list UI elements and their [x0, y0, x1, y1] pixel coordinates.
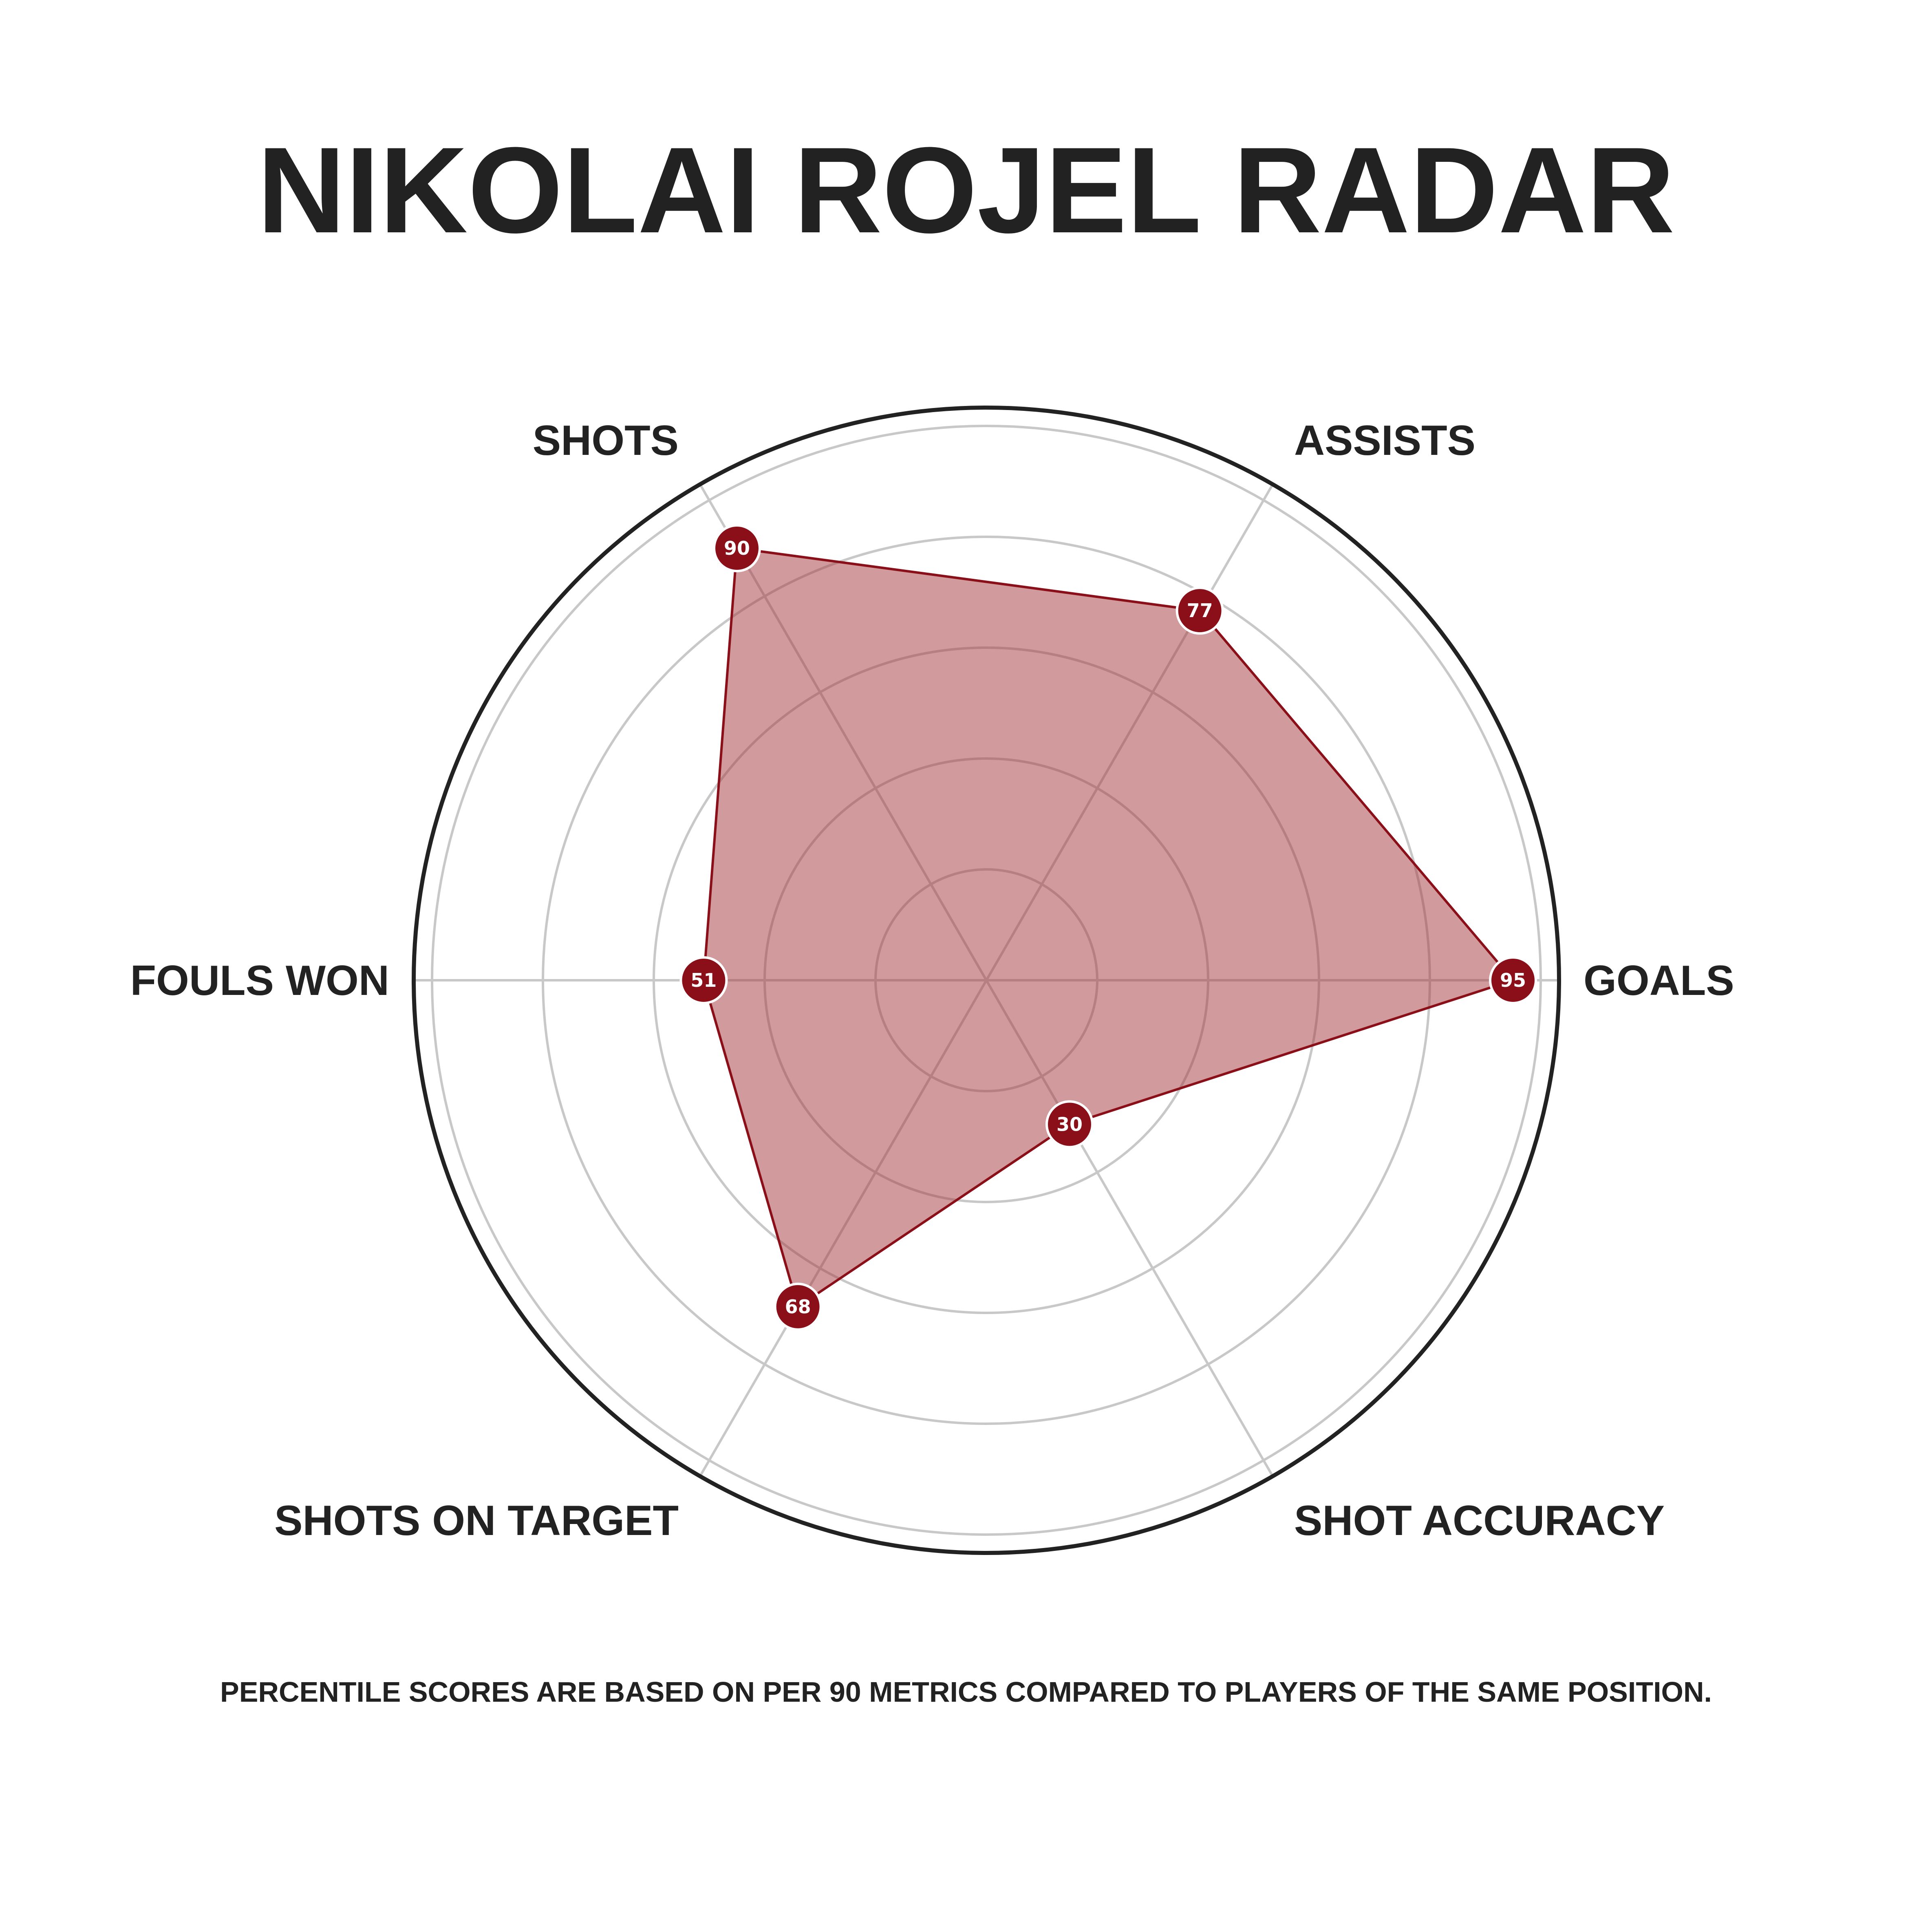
data-point-shots: [713, 524, 761, 572]
axis-label-fouls-won: FOULS WON: [130, 957, 389, 1004]
data-label-shots: 90: [724, 537, 750, 559]
axis-label-shot-accuracy: SHOT ACCURACY: [1294, 1497, 1665, 1544]
data-label-shot-accuracy: 30: [1056, 1113, 1083, 1135]
axis-label-shots: SHOTS: [533, 417, 679, 464]
data-label-assists: 77: [1187, 600, 1213, 622]
radar-series: 95 77 90 51 68 30: [679, 524, 1537, 1331]
chart-footnote: PERCENTILE SCORES ARE BASED ON PER 90 ME…: [220, 1676, 1712, 1708]
axis-label-goals: GOALS: [1584, 957, 1734, 1004]
data-point-assists: [1176, 587, 1224, 635]
data-label-shots-on-target: 68: [785, 1296, 811, 1318]
axis-label-shots-on-target: SHOTS ON TARGET: [274, 1497, 679, 1544]
data-label-goals: 95: [1500, 969, 1526, 991]
data-label-fouls-won: 51: [690, 969, 717, 991]
data-point-shots-on-target: [774, 1282, 822, 1331]
data-point-goals: [1489, 956, 1537, 1004]
chart-title: NIKOLAI ROJEL RADAR: [257, 121, 1675, 258]
radar-axis-labels: GOALS ASSISTS SHOTS FOULS WON SHOTS ON TARGE…: [130, 417, 1734, 1544]
data-point-fouls-won: [679, 956, 728, 1004]
axis-label-assists: ASSISTS: [1294, 417, 1475, 464]
data-point-shot-accuracy: [1045, 1100, 1094, 1149]
radar-outer-ring: [412, 406, 1561, 1555]
